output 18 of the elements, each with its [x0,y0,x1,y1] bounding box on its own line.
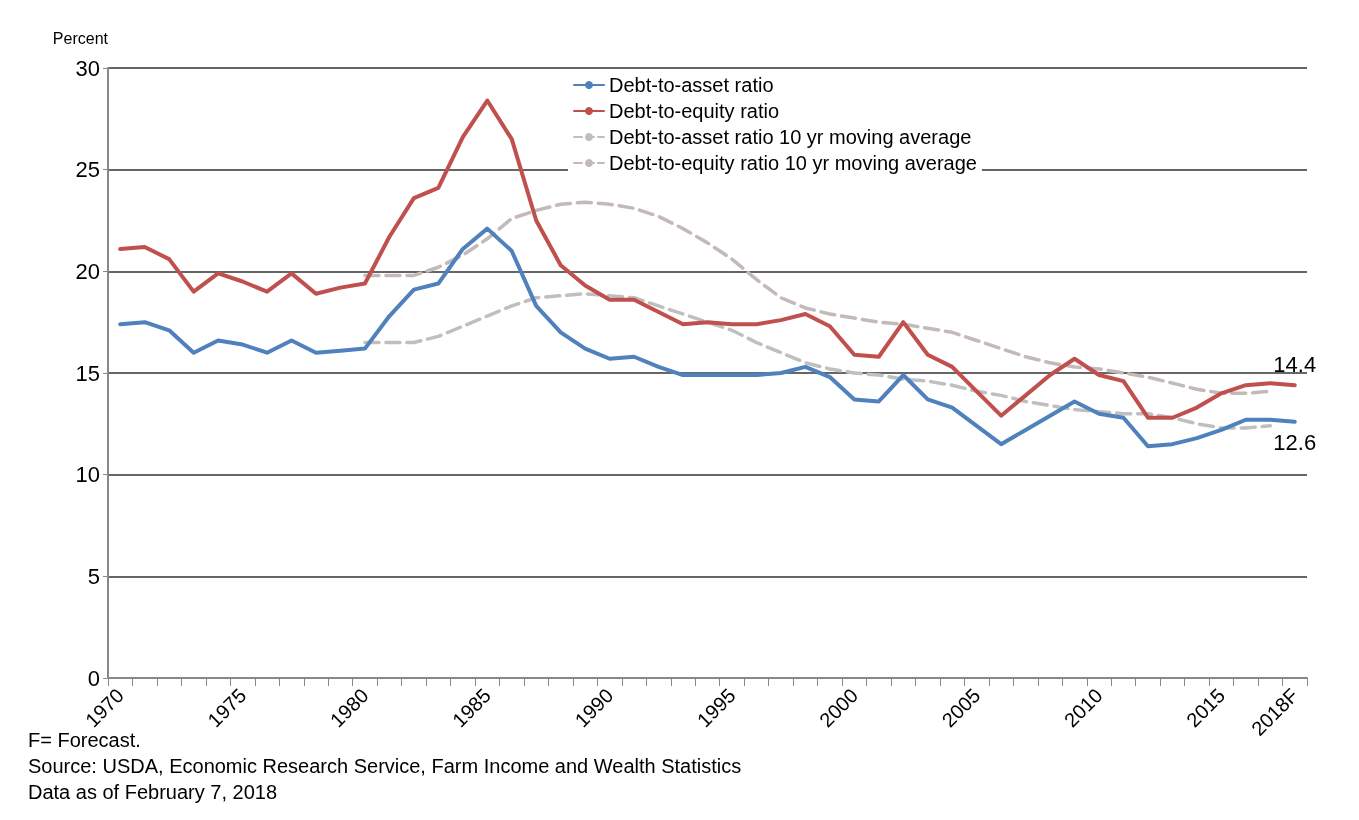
y-tick-label: 30 [75,55,100,81]
y-tick-label: 10 [75,462,100,488]
legend-label: Debt-to-asset ratio [609,74,774,96]
data-label: 14.4 [1273,351,1317,377]
legend-label: Debt-to-asset ratio 10 yr moving average [609,126,972,148]
y-tick-label: 20 [75,258,100,284]
y-tick-label: 5 [87,563,100,589]
y-tick-label: 0 [87,665,100,691]
text: F= Forecast. [28,729,141,751]
source-note: Source: USDA, Economic Research Service, Farm Income and Wealth Statistics [28,755,742,777]
line-series [363,291,1273,430]
y-axis-title: Percent [52,29,109,47]
y-tick-label: 15 [75,360,100,386]
legend-label: Debt-to-equity ratio [609,100,780,122]
y-tick-label: 25 [75,157,100,183]
data-label: 12.6 [1273,430,1317,456]
text: Data as of February 7, 2018 [28,781,278,803]
legend-label: Debt-to-equity ratio 10 yr moving average [609,152,977,174]
